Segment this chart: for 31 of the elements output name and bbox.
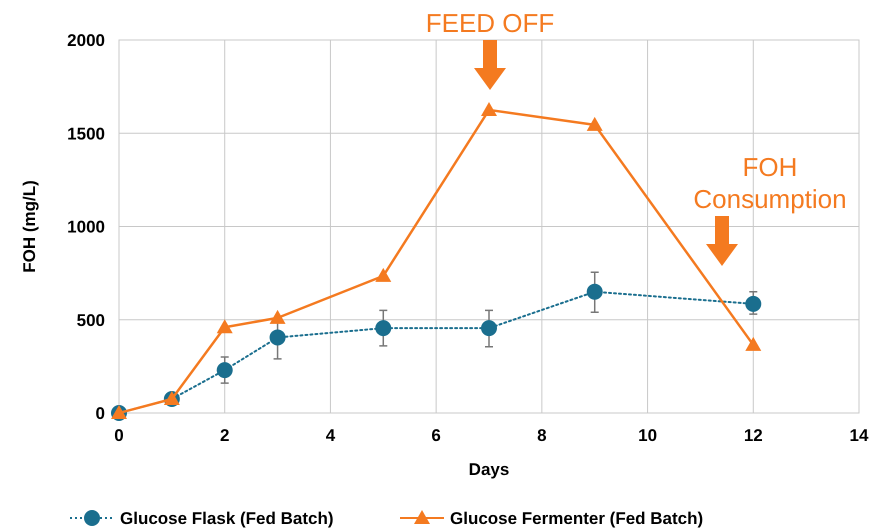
y-tick-label: 2000 [67,31,105,50]
text: FEED OFF [426,8,554,38]
x-axis-title: Days [468,460,510,479]
y-tick-label: 1500 [67,124,105,144]
y-tick-label: 0 [96,404,105,423]
point [375,268,392,282]
legend-label: Glucose Flask (Fed Batch) [120,509,334,528]
y-tick-label: 1000 [67,218,105,236]
point [745,296,762,312]
point [481,320,497,336]
x-tick-label: 0 [114,426,124,445]
x-tick-label: 14 [850,426,869,445]
point [745,336,762,351]
point [586,284,603,300]
y-tick-label: 500 [76,310,105,330]
x-tick-label: 6 [431,426,441,445]
annotation: FOH Consumption [693,152,847,214]
x-tick-label: 2 [220,426,230,445]
y-axis-title: FOH (mg/L) [20,180,39,273]
legend-label: Glucose Fermenter (Fed Batch) [450,509,704,528]
point [586,116,603,131]
point [216,319,233,334]
point [481,102,497,116]
x-tick-label: 4 [326,426,336,445]
point [270,310,286,324]
point [270,329,286,346]
x-tick-label: 8 [537,426,547,445]
point [375,320,392,336]
point [216,362,233,378]
x-tick-label: 12 [744,426,763,445]
x-tick-label: 10 [638,426,658,445]
